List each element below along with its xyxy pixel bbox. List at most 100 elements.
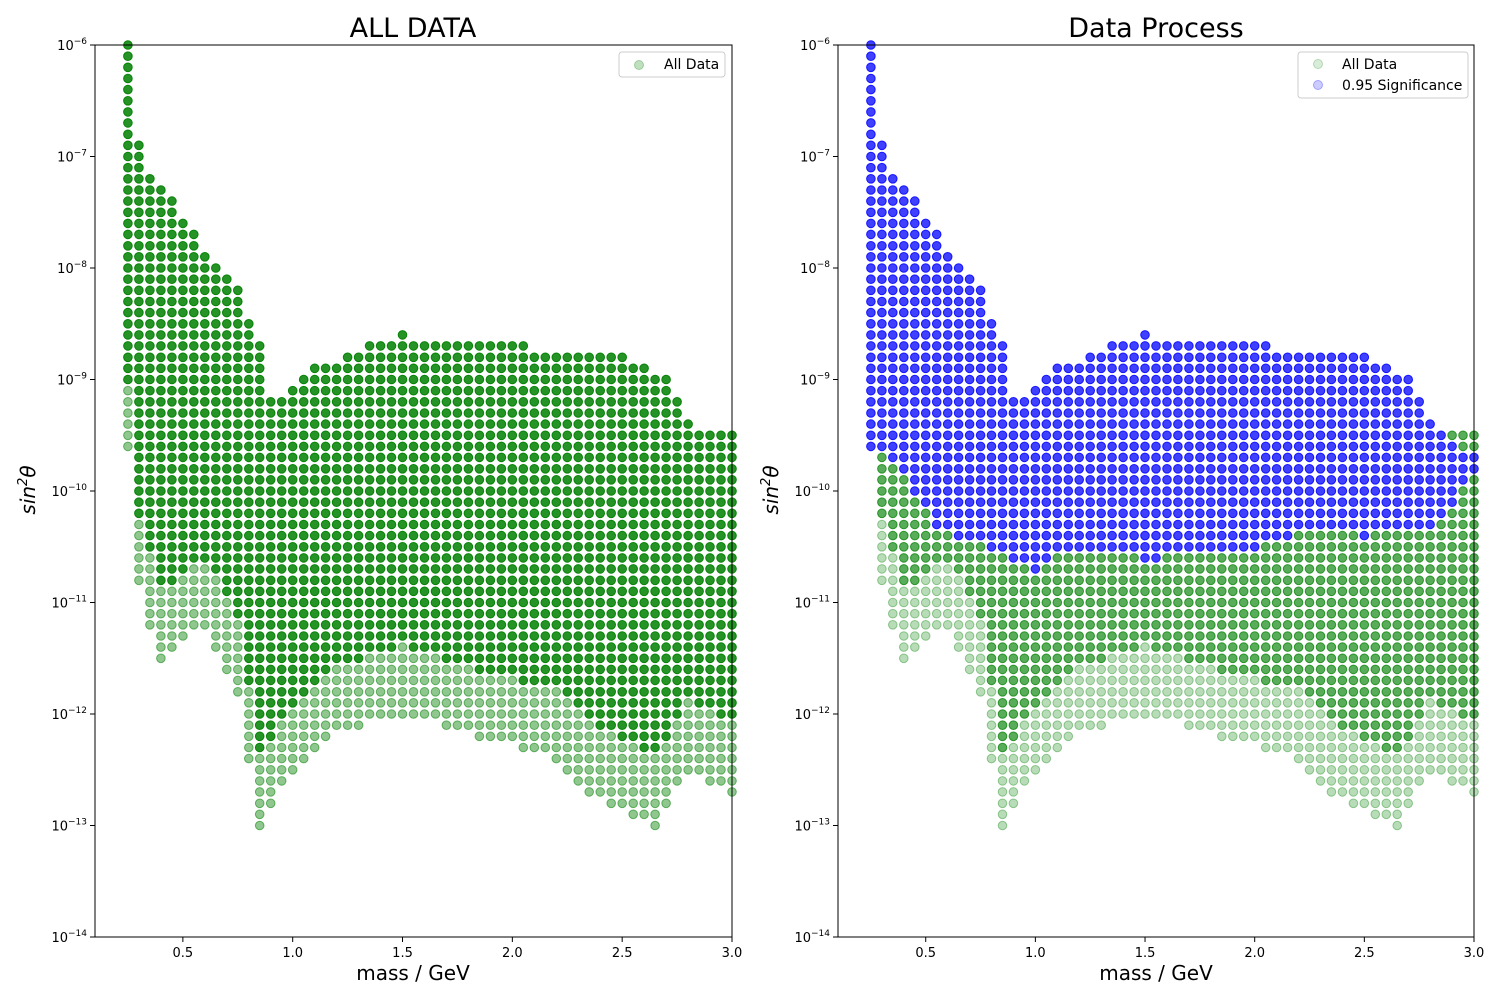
data-point-all-data: [584, 553, 595, 563]
data-point-all-data: [397, 475, 408, 485]
data-point-all-data: [650, 731, 660, 742]
data-point-all-data: [877, 553, 887, 563]
data-point-all-data: [628, 709, 639, 719]
data-point-all-data: [661, 385, 671, 396]
data-point-all-data: [1337, 631, 1348, 641]
data-point-all-data: [1052, 620, 1063, 630]
data-point-all-data: [1019, 631, 1030, 641]
data-point-all-data: [606, 720, 617, 731]
data-point-all-data: [1085, 564, 1095, 574]
data-point-all-data: [178, 564, 188, 574]
data-point-all-data: [1370, 709, 1381, 719]
data-point-all-data: [244, 687, 254, 697]
data-point-all-data: [518, 408, 529, 418]
data-point-all-data: [222, 285, 232, 296]
data-point-all-data: [606, 653, 617, 664]
data-point-all-data: [134, 251, 144, 262]
data-point-all-data: [650, 631, 660, 641]
data-point-significance: [1217, 363, 1227, 374]
data-point-all-data: [562, 698, 573, 708]
data-point-all-data: [474, 419, 485, 429]
data-point-all-data: [1052, 642, 1063, 652]
data-point-all-data: [518, 441, 529, 452]
data-point-all-data: [419, 508, 430, 519]
data-point-all-data: [233, 441, 243, 452]
data-point-all-data: [683, 698, 693, 708]
data-point-significance: [888, 430, 898, 441]
data-point-significance: [1249, 352, 1260, 363]
data-point-significance: [1315, 475, 1326, 485]
data-point-all-data: [134, 397, 144, 407]
data-point-all-data: [123, 107, 133, 117]
data-point-all-data: [408, 631, 419, 641]
data-point-all-data: [364, 653, 375, 664]
data-point-all-data: [997, 809, 1008, 820]
data-point-all-data: [606, 430, 617, 441]
data-point-significance: [964, 530, 975, 541]
data-point-all-data: [342, 363, 353, 374]
data-point-significance: [1030, 430, 1041, 441]
data-point-all-data: [1315, 642, 1326, 652]
data-point-all-data: [1249, 586, 1260, 597]
data-point-all-data: [683, 620, 693, 630]
data-point-all-data: [1271, 675, 1282, 686]
data-point-all-data: [386, 419, 397, 429]
data-point-all-data: [997, 798, 1008, 809]
data-point-all-data: [386, 542, 397, 552]
data-point-all-data: [661, 486, 671, 496]
data-point-all-data: [397, 653, 408, 664]
data-point-significance: [1096, 419, 1106, 429]
data-point-all-data: [920, 530, 931, 541]
data-point-all-data: [573, 542, 584, 552]
data-point-all-data: [485, 709, 496, 719]
data-point-significance: [1140, 374, 1150, 385]
data-point-significance: [1414, 452, 1424, 463]
data-point-all-data: [309, 653, 320, 664]
data-point-significance: [986, 430, 997, 441]
data-point-significance: [1162, 452, 1172, 463]
data-point-all-data: [485, 731, 496, 742]
data-point-all-data: [189, 575, 199, 586]
data-point-all-data: [716, 430, 726, 441]
data-point-all-data: [1260, 731, 1271, 742]
data-point-significance: [899, 385, 909, 396]
data-point-all-data: [244, 341, 254, 351]
y-tick-label: 10−12: [794, 706, 830, 723]
data-point-significance: [986, 330, 997, 340]
data-point-all-data: [222, 608, 232, 619]
data-point-all-data: [1151, 687, 1161, 697]
data-point-all-data: [309, 519, 320, 530]
data-point-all-data: [1217, 586, 1227, 597]
data-point-all-data: [353, 564, 364, 574]
data-point-significance: [888, 229, 898, 240]
data-point-all-data: [606, 586, 617, 597]
data-point-all-data: [716, 464, 726, 474]
data-point-significance: [1228, 452, 1238, 463]
data-point-significance: [1206, 419, 1216, 429]
data-point-significance: [1052, 430, 1063, 441]
data-point-all-data: [463, 385, 474, 396]
data-point-all-data: [1447, 575, 1457, 586]
data-point-all-data: [254, 553, 265, 563]
data-point-all-data: [298, 408, 309, 418]
data-point-significance: [1271, 397, 1282, 407]
data-point-all-data: [408, 352, 419, 363]
data-point-all-data: [672, 631, 682, 641]
data-point-significance: [1173, 430, 1183, 441]
data-point-all-data: [254, 363, 265, 374]
data-point-all-data: [353, 385, 364, 396]
data-point-all-data: [134, 296, 144, 307]
data-point-all-data: [397, 631, 408, 641]
data-point-significance: [1041, 385, 1052, 396]
data-point-all-data: [474, 575, 485, 586]
data-point-significance: [1249, 441, 1260, 452]
data-point-significance: [1129, 542, 1139, 552]
data-point-all-data: [485, 475, 496, 485]
data-point-all-data: [441, 575, 452, 586]
data-point-all-data: [276, 731, 287, 742]
data-point-all-data: [975, 675, 986, 686]
data-point-all-data: [474, 519, 485, 530]
data-point-all-data: [529, 475, 540, 485]
data-point-all-data: [1359, 653, 1370, 664]
data-point-significance: [1151, 385, 1161, 396]
